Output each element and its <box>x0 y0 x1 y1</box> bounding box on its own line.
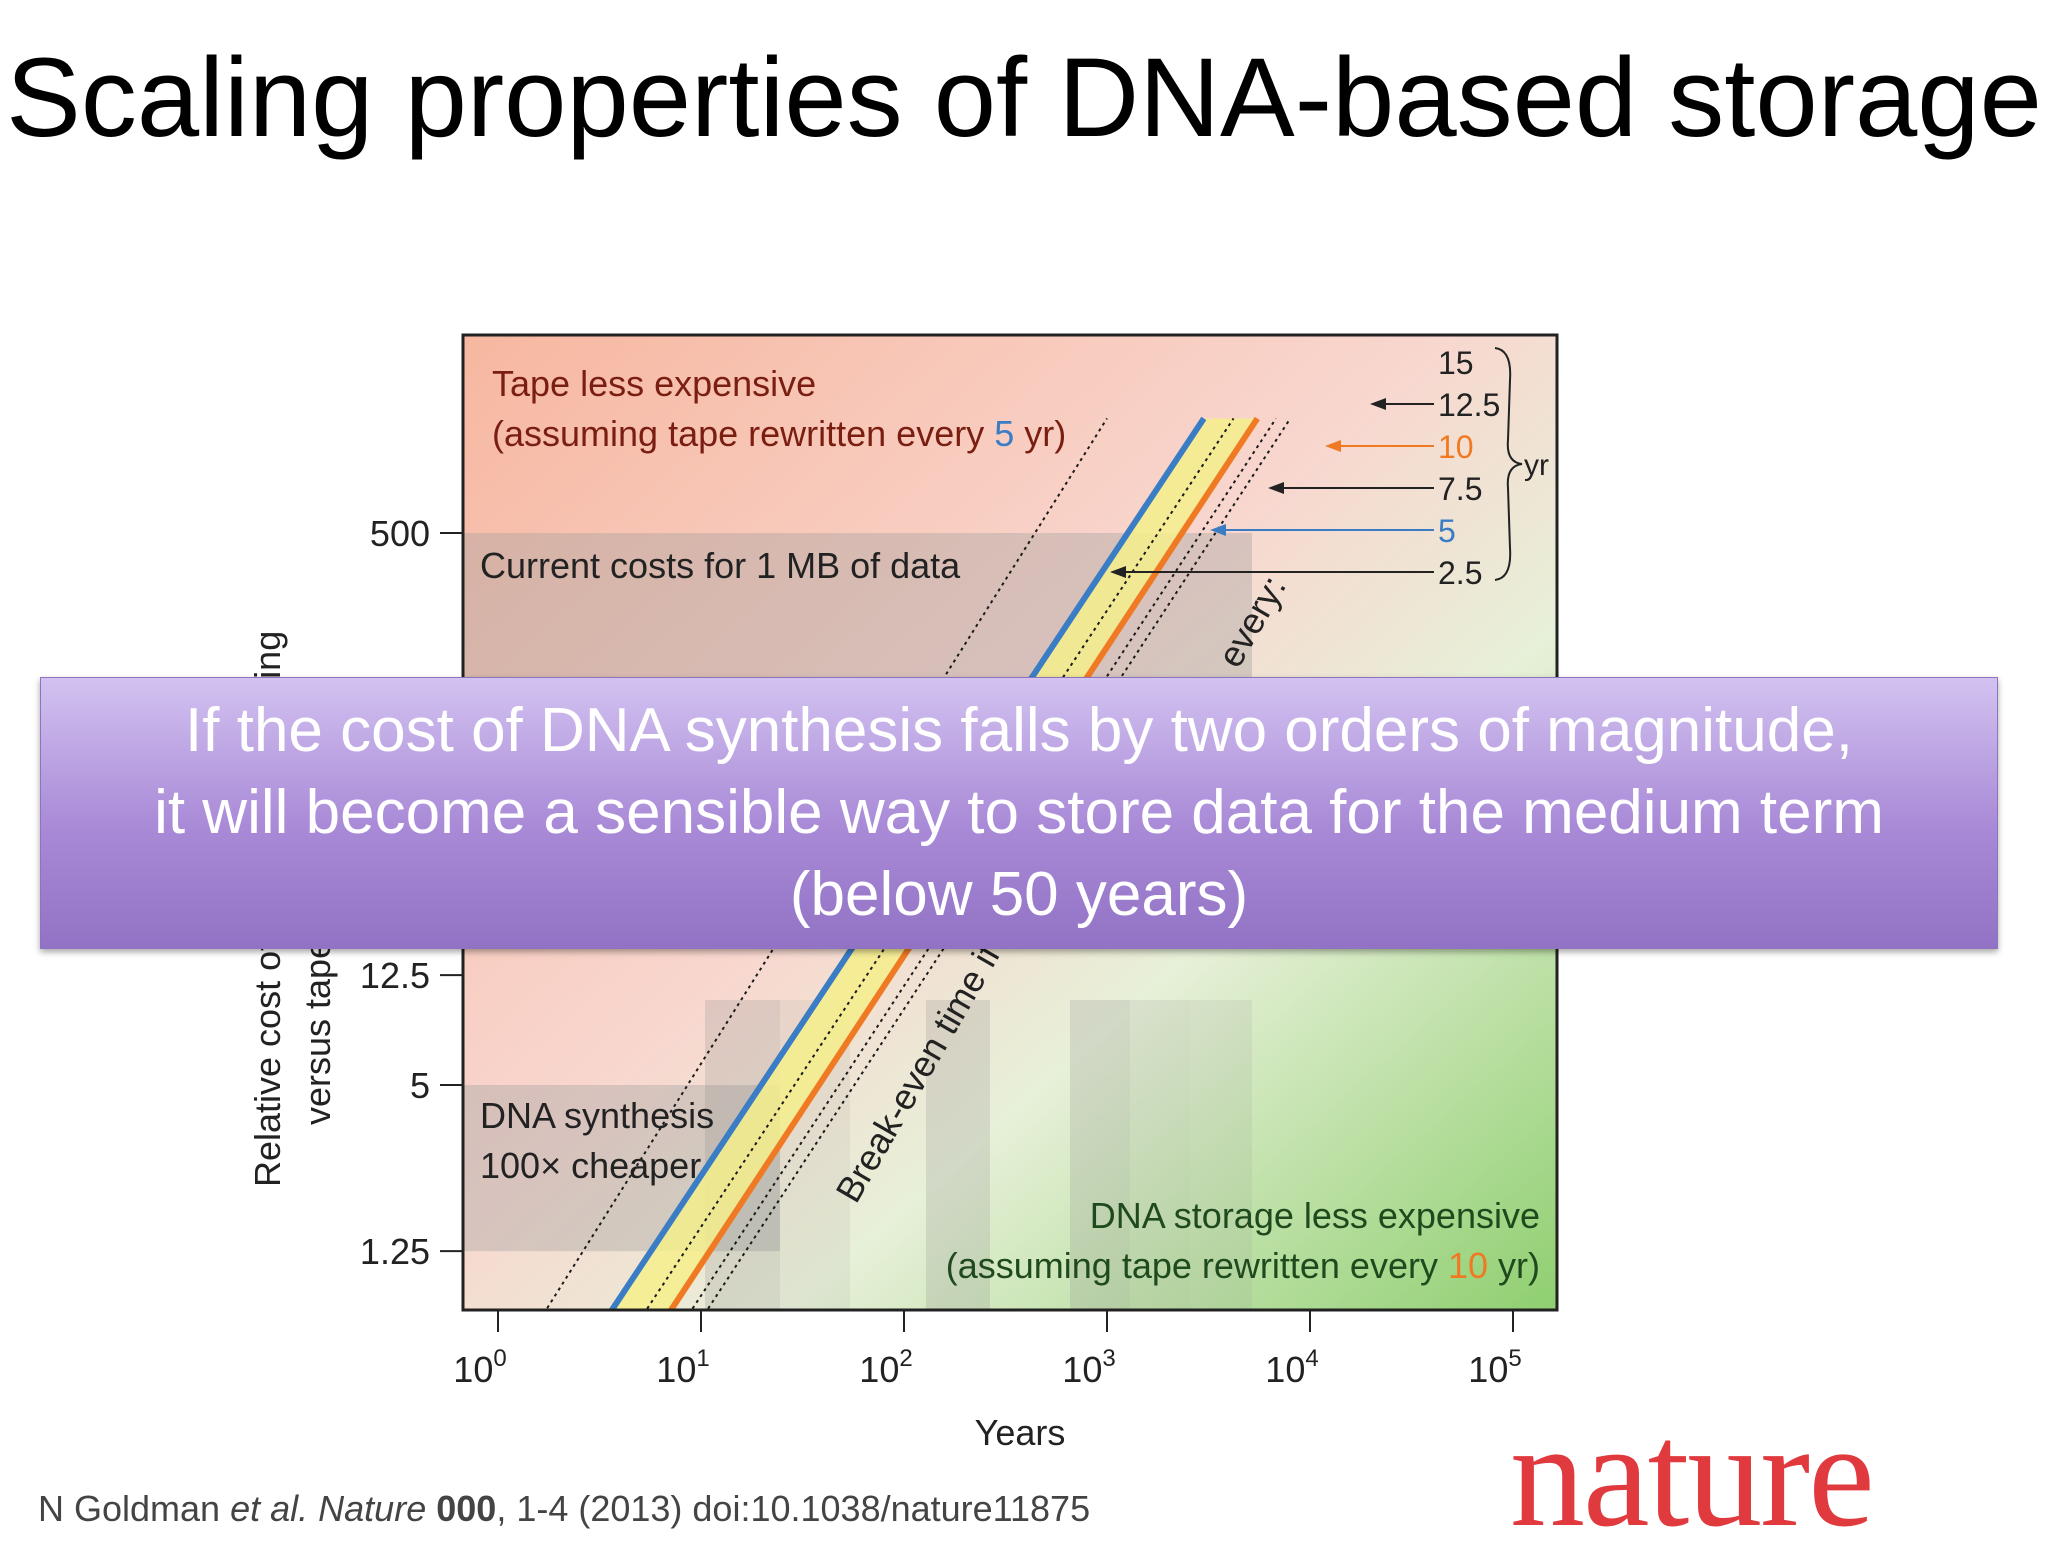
x-tick-label: 105 <box>1468 1345 1521 1390</box>
tape-note-part-0: (assuming tape rewritten every <box>492 413 994 454</box>
y-tick-label: 12.5 <box>360 955 430 996</box>
x-tick-label: 102 <box>859 1345 912 1390</box>
band-cheaper-label-2: 100× cheaper <box>480 1145 701 1186</box>
legend-brace <box>1494 347 1523 581</box>
banner-line-1: If the cost of DNA synthesis falls by tw… <box>185 696 1853 765</box>
dna-note-part-2: yr) <box>1488 1245 1540 1286</box>
break-even-strip-3 <box>1070 1000 1130 1310</box>
x-tick-base: 10 <box>859 1349 899 1390</box>
legend-label-15: 15 <box>1438 345 1474 381</box>
x-tick-exponent: 5 <box>1508 1345 1521 1372</box>
band-cheaper-label-1: DNA synthesis <box>480 1095 714 1136</box>
legend-label-12-5: 12.5 <box>1438 387 1500 423</box>
x-tick-exponent: 1 <box>696 1345 709 1372</box>
legend-arrowhead-2-5 <box>1110 566 1126 578</box>
break-even-strip-2 <box>926 1000 990 1310</box>
summary-banner: If the cost of DNA synthesis falls by tw… <box>40 677 1998 949</box>
x-tick-exponent: 4 <box>1305 1345 1318 1372</box>
citation-rest: , 1-4 (2013) doi:10.1038/nature11875 <box>496 1488 1091 1529</box>
x-tick-exponent: 0 <box>493 1345 506 1372</box>
legend-arrowhead-5 <box>1210 524 1226 536</box>
x-tick-base: 10 <box>453 1349 493 1390</box>
x-tick-label: 100 <box>453 1345 506 1390</box>
y-tick-label: 1.25 <box>360 1231 430 1272</box>
dna-note-part-0: (assuming tape rewritten every <box>946 1245 1448 1286</box>
x-axis-label: Years <box>975 1412 1066 1453</box>
x-tick-exponent: 3 <box>1102 1345 1115 1372</box>
legend-label-7-5: 7.5 <box>1438 471 1482 507</box>
y-tick-label: 500 <box>370 513 430 554</box>
series-line-2-5 <box>544 417 1108 1310</box>
break-even-strip-4 <box>1130 1000 1190 1310</box>
legend-arrowhead-12-5 <box>1370 398 1386 410</box>
break-even-strip-5 <box>1190 1000 1252 1310</box>
citation-journal: Nature <box>318 1488 427 1529</box>
tape-note-part-1: 5 <box>994 413 1014 454</box>
x-tick-base: 10 <box>1265 1349 1305 1390</box>
x-tick-base: 10 <box>656 1349 696 1390</box>
banner-line-2: it will become a sensible way to store d… <box>154 778 1884 847</box>
legend-label-2-5: 2.5 <box>1438 555 1482 591</box>
legend-label-5: 5 <box>1438 513 1456 549</box>
tape-note-part-2: yr) <box>1014 413 1066 454</box>
citation-etal: et al. <box>230 1488 309 1529</box>
slide-title: Scaling properties of DNA-based storage <box>0 30 2048 166</box>
tape-region-title: Tape less expensive <box>492 363 816 404</box>
x-tick-base: 10 <box>1062 1349 1102 1390</box>
citation-author: N Goldman <box>38 1488 221 1529</box>
dna-region-title: DNA storage less expensive <box>1090 1195 1540 1236</box>
legend-arrowhead-7-5 <box>1268 482 1284 494</box>
x-tick-exponent: 2 <box>899 1345 912 1372</box>
x-tick-label: 103 <box>1062 1345 1115 1390</box>
legend-arrowhead-10 <box>1325 440 1341 452</box>
citation-volume: 000 <box>436 1488 497 1529</box>
legend-label-10: 10 <box>1438 429 1474 465</box>
legend-unit-label: yr <box>1524 449 1549 482</box>
nature-logo: nature <box>1510 1392 1875 1558</box>
x-tick-label: 101 <box>656 1345 709 1390</box>
x-tick-base: 10 <box>1468 1349 1508 1390</box>
citation: N Goldman et al. Nature 000, 1-4 (2013) … <box>38 1488 1090 1530</box>
tape-region-note: (assuming tape rewritten every 5 yr) <box>492 413 1066 454</box>
band-current-costs-label: Current costs for 1 MB of data <box>480 545 961 586</box>
banner-line-3: (below 50 years) <box>789 860 1249 929</box>
x-tick-label: 104 <box>1265 1345 1318 1390</box>
dna-note-part-1: 10 <box>1448 1245 1488 1286</box>
y-tick-label: 5 <box>410 1065 430 1106</box>
dna-region-note: (assuming tape rewritten every 10 yr) <box>946 1245 1540 1286</box>
slide-title-line: Scaling properties of DNA-based storage <box>6 35 2042 160</box>
